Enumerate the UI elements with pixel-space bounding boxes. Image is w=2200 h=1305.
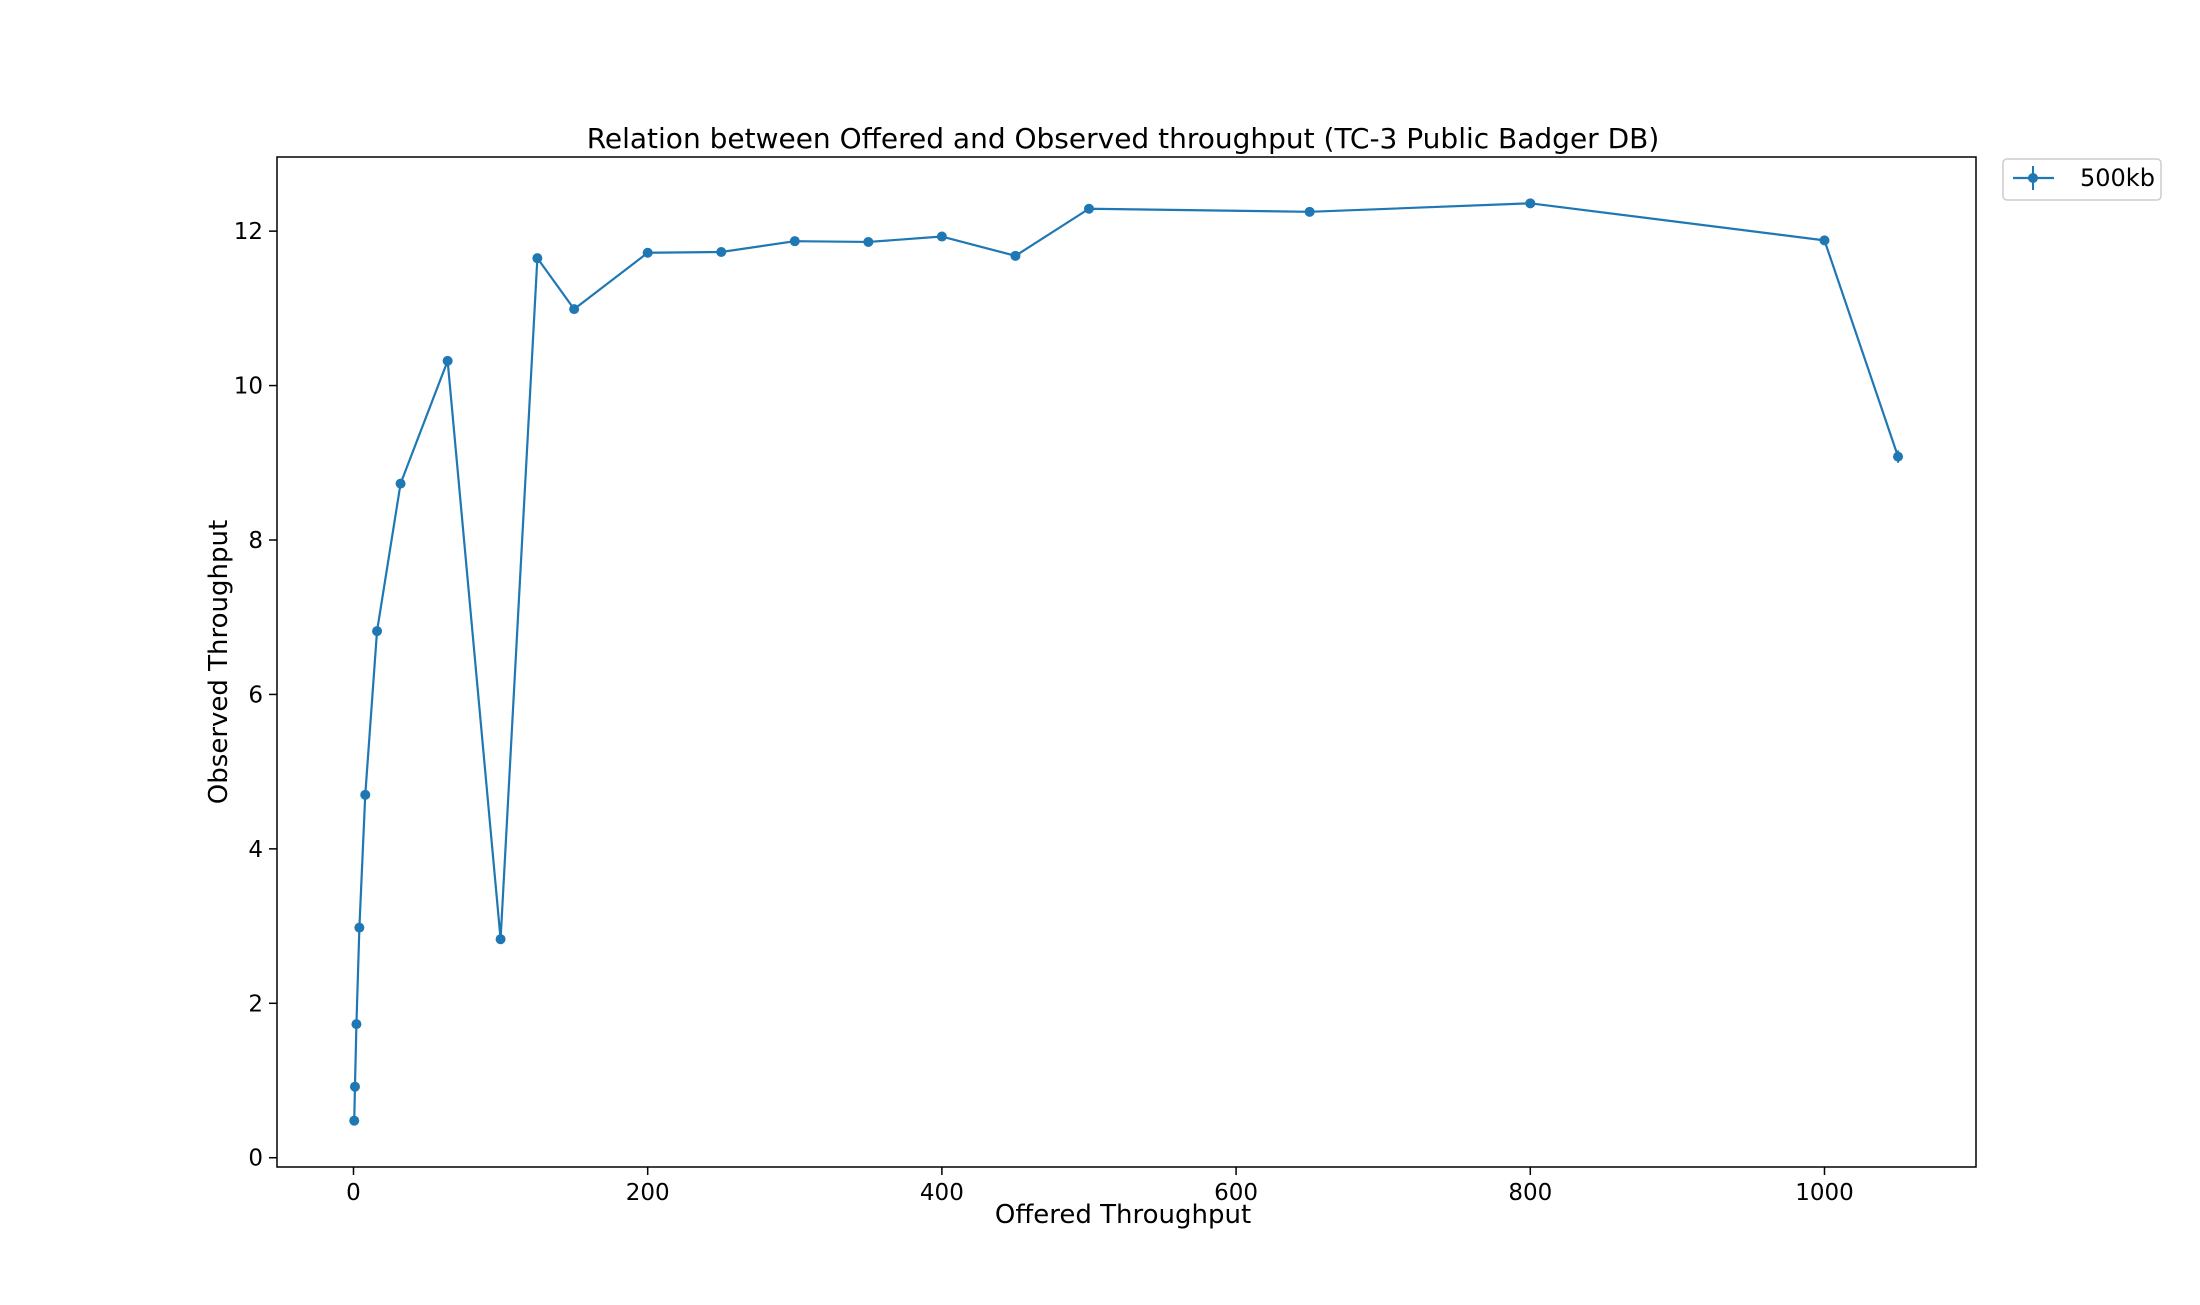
data-point — [1010, 250, 1021, 261]
x-tick-label: 800 — [1508, 1180, 1552, 1206]
x-tick-label: 600 — [1214, 1180, 1258, 1206]
data-point — [532, 253, 543, 264]
legend: 500kb — [2002, 158, 2162, 201]
data-point — [1083, 203, 1094, 214]
data-point — [442, 355, 453, 366]
data-point — [936, 231, 947, 242]
data-point — [1893, 451, 1904, 462]
y-tick-label: 6 — [248, 682, 263, 708]
data-point — [1819, 235, 1830, 246]
data-point — [642, 247, 653, 258]
data-point — [1304, 206, 1315, 217]
chart-title: Relation between Offered and Observed th… — [587, 122, 1660, 155]
x-tick-label: 1000 — [1795, 1180, 1854, 1206]
series-line — [353, 202, 1900, 1121]
data-point — [349, 1115, 360, 1126]
data-point — [349, 1081, 360, 1092]
plot-frame — [276, 156, 1977, 1168]
data-point — [354, 922, 365, 933]
y-axis-label: Observed Throughput — [204, 520, 234, 804]
plot-area: 0 200 400 600 800 1000 0 2 4 6 8 10 12 — [234, 156, 1977, 1206]
x-tick-label: 0 — [346, 1180, 361, 1206]
legend-label: 500kb — [2080, 164, 2155, 192]
data-point — [716, 246, 727, 257]
data-point — [372, 626, 383, 637]
y-tick-label: 0 — [248, 1146, 263, 1172]
y-tick-label: 4 — [248, 837, 263, 863]
y-tick-label: 12 — [234, 219, 263, 245]
data-point — [569, 304, 580, 315]
data-point — [495, 934, 506, 945]
data-point — [395, 478, 406, 489]
data-point — [1525, 198, 1536, 209]
y-tick-label: 10 — [234, 374, 263, 400]
data-point — [360, 789, 371, 800]
legend-frame — [2002, 158, 2162, 201]
legend-marker-swatch — [2028, 173, 2038, 183]
data-point — [863, 236, 874, 247]
y-tick-label: 8 — [248, 528, 263, 554]
x-tick-label: 400 — [920, 1180, 964, 1206]
y-tick-label: 2 — [248, 991, 263, 1017]
data-point — [351, 1019, 362, 1030]
x-axis-label: Offered Throughput — [995, 1200, 1251, 1230]
data-point — [789, 236, 800, 247]
x-tick-label: 200 — [626, 1180, 670, 1206]
